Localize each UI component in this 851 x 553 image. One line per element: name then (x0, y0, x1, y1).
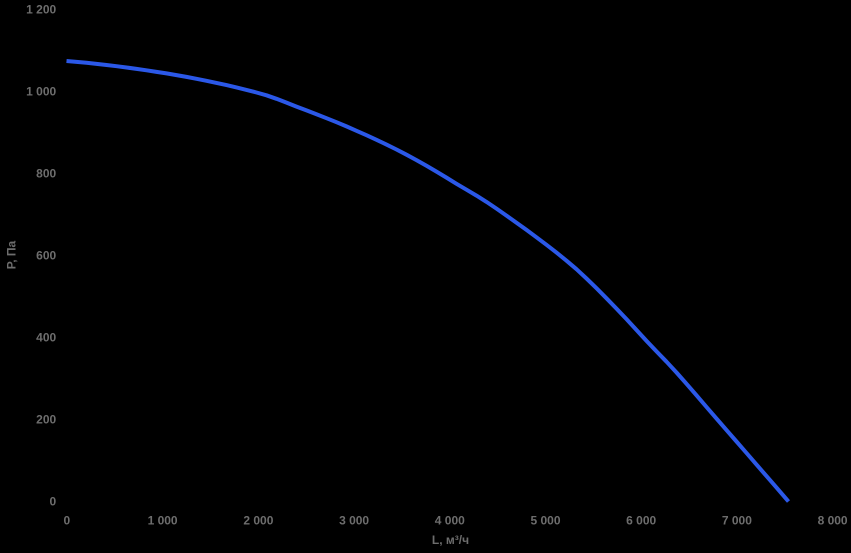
svg-text:2 000: 2 000 (243, 513, 273, 527)
svg-text:P, Па: P, Па (5, 240, 19, 269)
svg-text:800: 800 (36, 166, 56, 180)
svg-text:6 000: 6 000 (626, 513, 656, 527)
svg-text:600: 600 (36, 248, 56, 262)
svg-text:3 000: 3 000 (339, 513, 369, 527)
svg-text:L, м³/ч: L, м³/ч (432, 533, 469, 547)
svg-text:8 000: 8 000 (818, 513, 848, 527)
svg-text:5 000: 5 000 (530, 513, 560, 527)
svg-text:1 200: 1 200 (26, 3, 56, 17)
svg-text:4 000: 4 000 (435, 513, 465, 527)
svg-text:1 000: 1 000 (148, 513, 178, 527)
svg-text:0: 0 (50, 494, 57, 508)
svg-text:400: 400 (36, 330, 56, 344)
svg-text:1 000: 1 000 (26, 85, 56, 99)
svg-text:200: 200 (36, 412, 56, 426)
svg-text:7 000: 7 000 (722, 513, 752, 527)
svg-text:0: 0 (64, 513, 71, 527)
